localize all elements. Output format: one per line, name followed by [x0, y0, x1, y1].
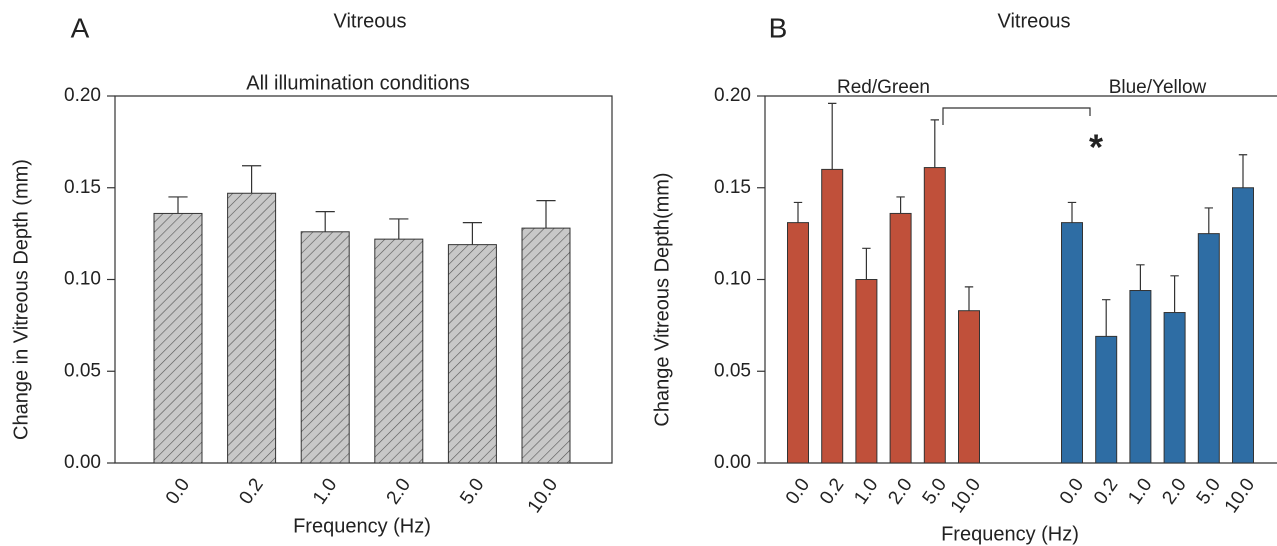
x-tick-label: 5.0: [919, 475, 951, 509]
y-tick-label: 0.00: [714, 452, 751, 473]
y-tick-label: 0.05: [714, 360, 751, 381]
x-tick-label: 1.0: [1124, 475, 1156, 509]
x-tick-label: 0.2: [235, 475, 267, 509]
y-tick-label: 0.15: [64, 177, 101, 198]
y-tick-label: 0.15: [714, 177, 751, 198]
y-tick-label: 0.05: [64, 360, 101, 381]
bar: [153, 212, 203, 464]
y-tick-label: 0.20: [64, 85, 101, 106]
bar: [787, 222, 809, 464]
x-tick-label: 2.0: [383, 475, 415, 509]
bar: [1197, 233, 1220, 464]
bar: [1061, 222, 1083, 464]
error-bar: [1238, 154, 1248, 188]
y-tick-label: 0.20: [714, 85, 751, 106]
x-axis-label: Frequency (Hz): [293, 515, 431, 537]
x-axis-label: Frequency (Hz): [941, 523, 1079, 545]
error-bar: [862, 247, 871, 280]
x-tick-label: 0.2: [816, 475, 848, 509]
error-bar: [828, 102, 837, 170]
y-tick-label: 0.10: [64, 269, 101, 290]
x-tick-label: 10.0: [1221, 475, 1259, 517]
x-tick-label: 0.0: [1056, 475, 1088, 509]
axis-frame: [114, 95, 613, 464]
x-tick-label: 5.0: [456, 475, 488, 509]
bar: [855, 279, 878, 464]
x-tick-label: 2.0: [1158, 475, 1190, 509]
error-bar: [1102, 299, 1111, 337]
bar: [447, 244, 497, 464]
bar: [958, 310, 980, 464]
x-tick-label: 0.0: [162, 475, 194, 509]
x-tick-label: 10.0: [947, 475, 985, 517]
bar: [374, 238, 424, 464]
error-bar: [536, 199, 556, 229]
bar: [300, 231, 350, 464]
y-tick-label: 0.00: [64, 452, 101, 473]
group-label: Red/Green: [837, 77, 930, 98]
error-bar: [793, 201, 803, 223]
x-tick-label: 1.0: [850, 475, 882, 509]
x-tick-label: 5.0: [1193, 475, 1225, 509]
bar: [889, 212, 912, 464]
error-bar: [896, 196, 905, 214]
y-tick-label: 0.10: [714, 269, 751, 290]
x-tick-label: 0.2: [1090, 475, 1122, 509]
panel-label: B: [769, 12, 788, 43]
bar: [227, 192, 277, 464]
error-bar: [389, 218, 409, 240]
panel-label: A: [71, 12, 90, 43]
error-bar: [1136, 264, 1145, 291]
error-bar: [462, 222, 482, 245]
bar: [521, 227, 571, 464]
x-tick-label: 2.0: [884, 475, 916, 509]
chart-title: Vitreous: [997, 10, 1070, 32]
significance-bracket: [942, 107, 1091, 125]
bar: [923, 167, 946, 464]
error-bar: [168, 196, 188, 214]
bar: [1095, 335, 1118, 464]
group-label: Blue/Yellow: [1109, 77, 1207, 98]
bar: [821, 168, 844, 464]
x-tick-label: 0.0: [782, 475, 814, 509]
error-bar: [315, 211, 335, 232]
error-bar: [1067, 201, 1077, 223]
error-bar: [1204, 207, 1213, 234]
bar: [1129, 290, 1152, 464]
bar: [1232, 187, 1254, 464]
annotation: *: [1089, 127, 1103, 168]
error-bar: [1170, 275, 1179, 313]
x-tick-label: 10.0: [524, 475, 562, 517]
bar: [1163, 312, 1186, 464]
x-tick-label: 1.0: [309, 475, 341, 509]
error-bar: [930, 119, 939, 168]
chart-subtitle: All illumination conditions: [246, 72, 469, 94]
error-bar: [964, 286, 974, 311]
y-axis-label: Change in Vitreous Depth (mm): [10, 159, 32, 440]
error-bar: [242, 165, 262, 194]
chart-title: Vitreous: [333, 10, 406, 32]
y-axis-label: Change Vitreous Depth(mm): [651, 172, 673, 426]
